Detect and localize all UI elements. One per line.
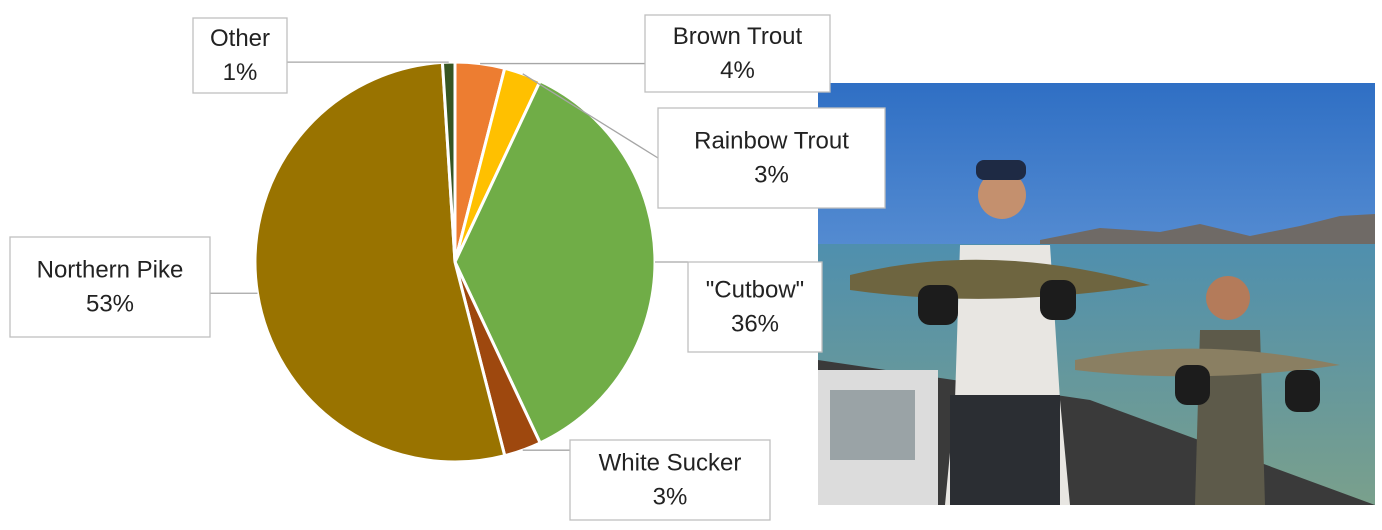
value-label: 3% — [653, 483, 688, 510]
category-label: Other — [210, 25, 270, 52]
category-label: Brown Trout — [673, 23, 803, 50]
pie — [253, 60, 657, 464]
value-label: 3% — [754, 161, 789, 188]
label-box — [192, 17, 288, 94]
category-label: White Sucker — [599, 449, 742, 476]
value-label: 36% — [731, 310, 779, 337]
category-label: Rainbow Trout — [694, 127, 849, 154]
label-box — [687, 261, 823, 353]
pie-slice — [453, 79, 657, 445]
value-label: 1% — [223, 59, 258, 86]
labels: Brown Trout 4% Rainbow Trout 3% "Cutbow" 36% W… — [9, 14, 886, 521]
category-label: Northern Pike — [37, 256, 184, 283]
label-box — [569, 439, 771, 521]
pie-slice — [253, 60, 507, 464]
value-label: 53% — [86, 290, 134, 317]
label-box — [657, 107, 886, 209]
label-box — [644, 14, 831, 93]
label-box — [9, 236, 211, 338]
photo — [818, 83, 1375, 505]
value-label: 4% — [720, 57, 755, 84]
leader-line — [522, 73, 659, 159]
category-label: "Cutbow" — [706, 276, 804, 303]
